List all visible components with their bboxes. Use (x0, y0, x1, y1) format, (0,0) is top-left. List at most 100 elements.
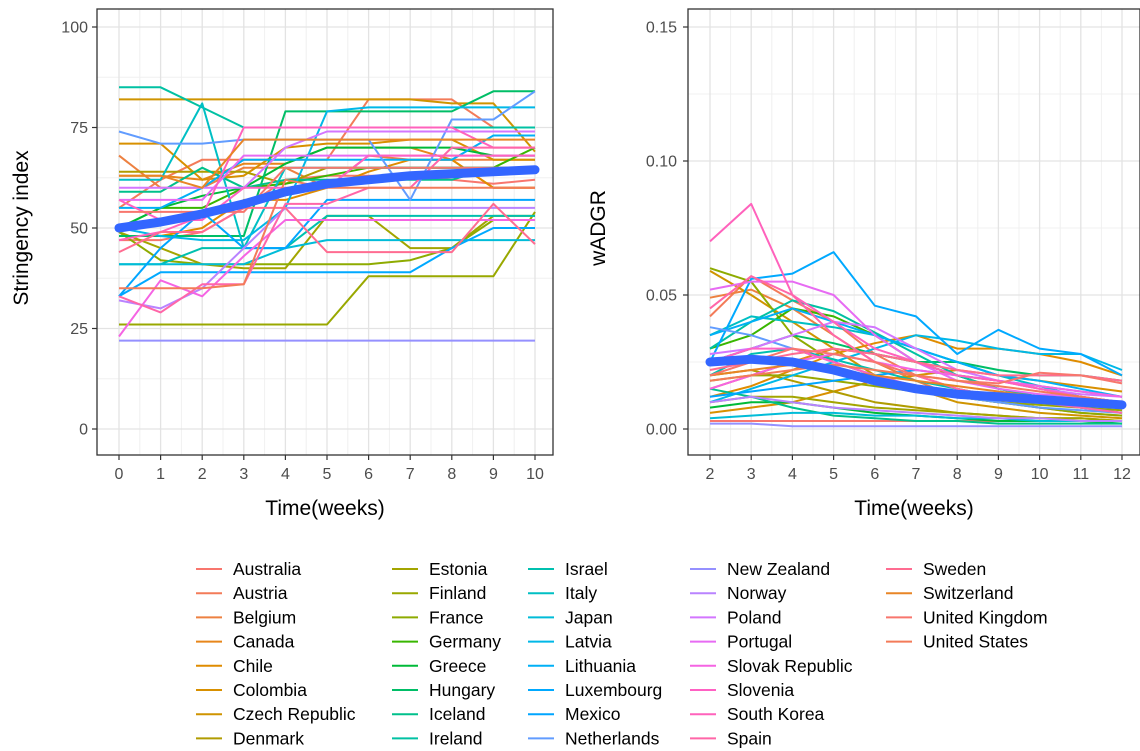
series-line (118, 106, 535, 242)
series-line (119, 211, 536, 326)
y-tick-label: 50 (70, 221, 88, 238)
panel-border (96, 8, 554, 456)
legend-label: Spain (727, 728, 772, 748)
x-tick-label: 7 (912, 466, 921, 483)
x-tick-label: 9 (489, 466, 498, 483)
x-tick-label: 3 (239, 466, 248, 483)
x-tick-label: 10 (1031, 466, 1049, 483)
legend-label: Colombia (233, 680, 307, 700)
legend-label: Israel (565, 559, 608, 579)
y-tick-label: 0.15 (646, 20, 677, 37)
x-tick-label: 6 (364, 466, 373, 483)
series-line (118, 219, 535, 266)
series-line (118, 227, 535, 298)
legend-label: Slovak Republic (727, 656, 853, 676)
legend-label: Lithuania (565, 656, 636, 676)
legend-label: Belgium (233, 607, 296, 627)
x-axis-title: Time(weeks) (854, 497, 973, 520)
x-tick-label: 4 (281, 466, 290, 483)
legend-label: Italy (565, 583, 597, 603)
legend-label: Australia (233, 559, 301, 579)
y-tick-label: 100 (61, 20, 88, 37)
x-tick-label: 8 (953, 466, 962, 483)
series-line (119, 138, 535, 181)
series-line (118, 206, 535, 310)
series-line (709, 387, 1122, 425)
legend-label: Austria (233, 583, 288, 603)
series-line (118, 219, 535, 338)
legend-label: Luxembourg (565, 680, 662, 700)
series-line (119, 214, 535, 266)
legend-label: Chile (233, 656, 273, 676)
legend-label: Norway (727, 583, 787, 603)
x-tick-label: 11 (1072, 466, 1089, 483)
wadgr-panel: 0.00 0.05 0.10 0.15 2 3 4 5 6 7 8 9 10 11 12 Time(weeks… (587, 8, 1140, 520)
y-axis-title: wADGR (587, 190, 610, 267)
legend-label: Latvia (565, 632, 612, 652)
series-line (118, 202, 536, 254)
series-line (709, 411, 1122, 422)
legend-label: Denmark (233, 728, 304, 748)
x-tick-label: 9 (994, 466, 1003, 483)
legend-label: Greece (429, 656, 486, 676)
series-line (710, 422, 1122, 428)
series-line (118, 198, 535, 297)
y-axis-title: Stringency index (10, 150, 33, 306)
x-tick-label: 3 (747, 466, 756, 483)
legend-label: Czech Republic (233, 704, 356, 724)
legend-label: Poland (727, 607, 782, 627)
series-line (709, 334, 1123, 404)
y-tick-label: 0 (79, 422, 88, 439)
legend-label: United Kingdom (923, 607, 1048, 627)
series-line (119, 130, 535, 189)
legend-label: Hungary (429, 680, 495, 700)
x-tick-label: 6 (870, 466, 879, 483)
x-tick-label: 12 (1113, 466, 1131, 483)
series-line (119, 134, 535, 209)
x-tick-label: 2 (706, 466, 715, 483)
legend-label: France (429, 607, 483, 627)
x-tick-label: 10 (526, 466, 544, 483)
series-line (709, 395, 1122, 422)
x-tick-label: 2 (198, 466, 207, 483)
legend-label: Portugal (727, 632, 792, 652)
y-tick-label: 75 (70, 120, 88, 137)
legend-label: Germany (429, 632, 501, 652)
x-tick-label: 7 (406, 466, 415, 483)
legend-label: New Zealand (727, 559, 830, 579)
legend-label: Finland (429, 583, 486, 603)
legend-label: Estonia (429, 559, 488, 579)
series-line (118, 146, 535, 314)
trend-line (705, 354, 1127, 410)
y-tick-label: 0.10 (646, 154, 677, 171)
x-tick-label: 1 (156, 466, 165, 483)
legend-label: Ireland (429, 728, 483, 748)
legend-label: Sweden (923, 559, 986, 579)
stringency-panel: 0 25 50 75 100 0 1 2 3 4 5 6 7 8 9 10 Time(weeks) Stringe… (10, 8, 554, 520)
legend-label: United States (923, 632, 1028, 652)
y-tick-label: 25 (70, 321, 88, 338)
series-line (709, 363, 1123, 404)
legend-label: Japan (565, 607, 613, 627)
x-tick-label: 0 (115, 466, 124, 483)
series-line (119, 239, 535, 266)
legend-label: Mexico (565, 704, 620, 724)
legend-label: South Korea (727, 704, 825, 724)
series-line (709, 251, 1123, 377)
x-axis-title: Time(weeks) (265, 497, 384, 520)
legend-label: Slovenia (727, 680, 794, 700)
x-tick-label: 8 (447, 466, 456, 483)
series-line (119, 166, 535, 213)
panel-border (687, 8, 1140, 456)
y-tick-label: 0.05 (646, 288, 677, 305)
x-tick-label: 5 (323, 466, 332, 483)
x-tick-label: 5 (829, 466, 838, 483)
series-line (119, 98, 536, 153)
legend-label: Netherlands (565, 728, 660, 748)
x-tick-label: 4 (788, 466, 797, 483)
legend-label: Switzerland (923, 583, 1013, 603)
y-tick-label: 0.00 (646, 422, 677, 439)
legend: Australia Austria Belgium Canada Chile Colomb… (196, 559, 1048, 748)
series-line (119, 138, 535, 189)
